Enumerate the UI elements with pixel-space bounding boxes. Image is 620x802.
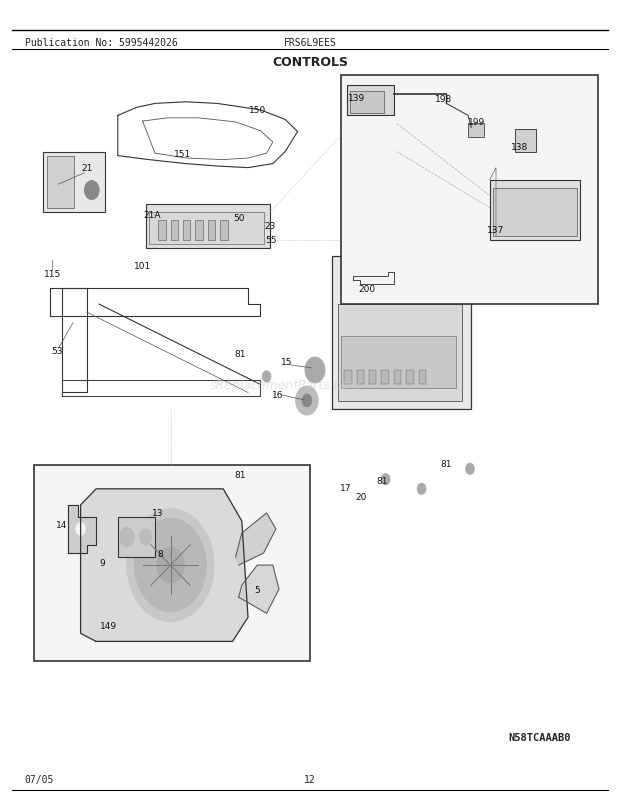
Bar — [406, 371, 414, 385]
Text: 81: 81 — [441, 459, 452, 468]
Bar — [338, 305, 462, 401]
Bar — [170, 221, 178, 241]
Text: 9: 9 — [99, 558, 105, 568]
Text: 20: 20 — [355, 492, 366, 502]
Bar — [43, 152, 105, 213]
Text: 150: 150 — [249, 106, 266, 115]
Text: 151: 151 — [174, 149, 192, 159]
Circle shape — [296, 387, 318, 415]
Circle shape — [262, 371, 271, 383]
Bar — [149, 213, 264, 245]
Circle shape — [127, 509, 214, 622]
Bar — [118, 517, 155, 557]
Circle shape — [381, 474, 390, 485]
Text: 81: 81 — [377, 476, 388, 486]
Circle shape — [157, 548, 184, 583]
Text: 12: 12 — [304, 775, 316, 784]
Bar — [332, 257, 471, 409]
Text: 21: 21 — [81, 164, 92, 173]
Bar — [341, 76, 598, 305]
Text: Publication No: 5995442026: Publication No: 5995442026 — [25, 38, 177, 47]
Bar — [394, 371, 401, 385]
Text: 81: 81 — [235, 350, 246, 359]
Bar — [468, 124, 484, 138]
Text: 53: 53 — [51, 346, 63, 356]
Bar — [183, 221, 190, 241]
Bar — [146, 205, 270, 249]
Circle shape — [302, 395, 312, 407]
Text: 15: 15 — [281, 358, 293, 367]
Bar — [34, 465, 310, 662]
Bar — [220, 221, 228, 241]
Text: 8: 8 — [157, 549, 163, 558]
Text: 115: 115 — [44, 269, 61, 279]
Text: 14: 14 — [56, 520, 68, 530]
Text: 17: 17 — [340, 483, 352, 492]
Bar — [46, 156, 74, 209]
Text: N58TCAAAB0: N58TCAAAB0 — [508, 732, 571, 742]
Text: 101: 101 — [134, 261, 151, 271]
Text: FRS6L9EES: FRS6L9EES — [283, 38, 337, 47]
Polygon shape — [68, 505, 96, 553]
Text: 138: 138 — [511, 143, 528, 152]
Circle shape — [417, 484, 426, 495]
Circle shape — [76, 523, 86, 536]
Text: 5: 5 — [254, 585, 260, 594]
Text: 200: 200 — [358, 284, 376, 294]
Circle shape — [120, 528, 135, 547]
Polygon shape — [81, 489, 248, 642]
Bar — [347, 86, 394, 116]
Bar — [418, 371, 426, 385]
Circle shape — [84, 181, 99, 200]
Bar — [158, 221, 166, 241]
Text: 137: 137 — [487, 225, 505, 235]
Text: sReplacementParts.com: sReplacementParts.com — [210, 379, 361, 391]
Bar — [356, 371, 364, 385]
Text: 50: 50 — [233, 213, 244, 223]
Circle shape — [466, 464, 474, 475]
Text: 139: 139 — [348, 94, 365, 103]
Circle shape — [140, 529, 152, 545]
Bar — [381, 371, 389, 385]
Circle shape — [135, 519, 206, 612]
Text: 198: 198 — [435, 95, 452, 104]
Text: 07/05: 07/05 — [25, 775, 54, 784]
Text: 55: 55 — [265, 236, 277, 245]
Polygon shape — [239, 565, 279, 614]
Bar — [208, 221, 215, 241]
Text: 199: 199 — [467, 118, 485, 128]
Bar — [344, 371, 352, 385]
Text: 81: 81 — [234, 470, 246, 480]
Circle shape — [305, 358, 325, 383]
Text: 21A: 21A — [143, 210, 161, 220]
Bar — [195, 221, 203, 241]
Bar — [341, 337, 456, 389]
Circle shape — [163, 556, 178, 575]
Bar — [490, 180, 580, 241]
Text: 23: 23 — [264, 221, 275, 231]
Text: 149: 149 — [100, 621, 117, 630]
Text: CONTROLS: CONTROLS — [272, 56, 348, 69]
Bar — [350, 91, 384, 114]
Text: 16: 16 — [272, 391, 283, 400]
Polygon shape — [236, 513, 276, 565]
Bar — [493, 188, 577, 237]
Bar — [515, 130, 536, 152]
Circle shape — [262, 472, 271, 483]
Text: 13: 13 — [153, 508, 164, 518]
Bar — [369, 371, 376, 385]
